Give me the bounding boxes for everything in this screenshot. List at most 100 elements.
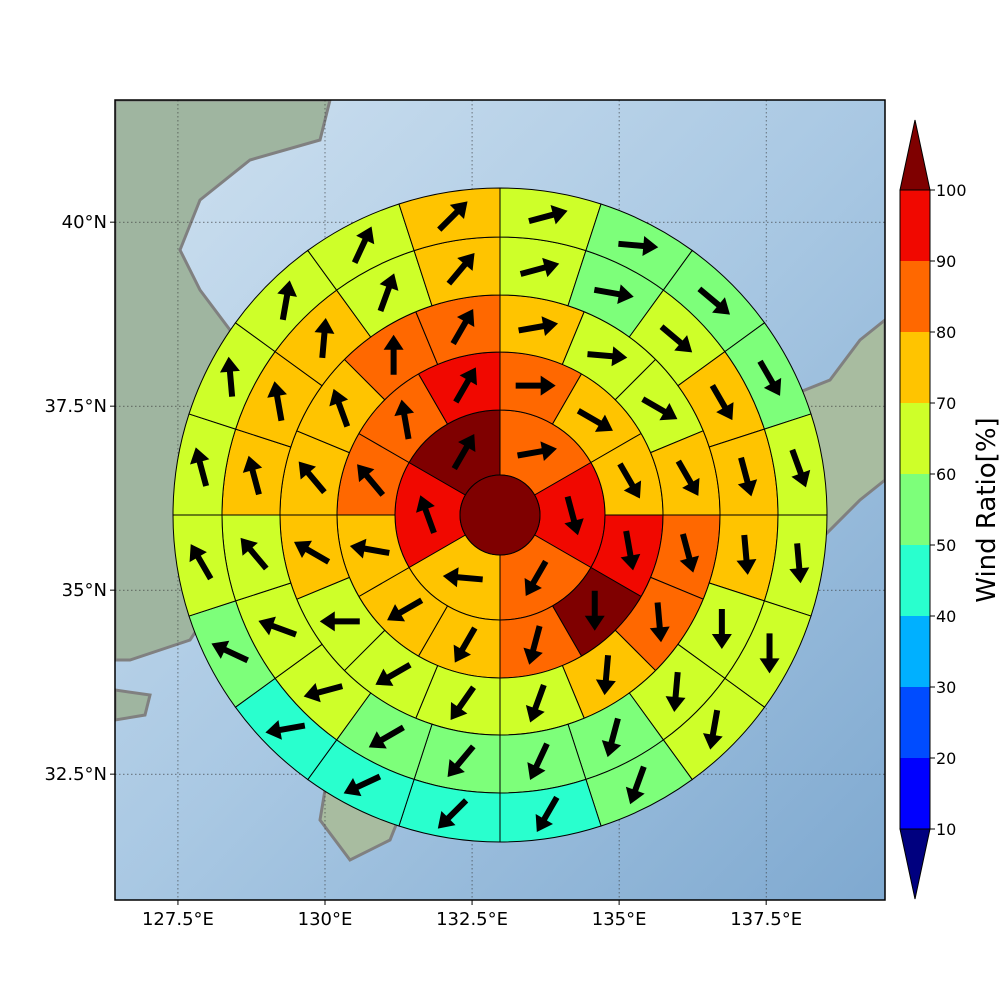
wind-arrow <box>258 616 298 638</box>
colorbar-tick-label: 40 <box>936 607 956 626</box>
x-tick-label: 130°E <box>298 909 353 930</box>
colorbar-tick-label: 80 <box>936 323 956 342</box>
wind-arrow <box>697 286 730 315</box>
colorbar-bin <box>900 687 930 758</box>
wind-arrow <box>620 530 641 571</box>
colorbar-bin <box>900 616 930 687</box>
colorbar-tick-label: 50 <box>936 536 956 555</box>
wind-arrow <box>524 559 549 596</box>
wind-arrow <box>625 765 647 805</box>
wind-arrow <box>442 567 483 588</box>
y-tick-label: 35°N <box>62 580 107 601</box>
wind-arrow <box>329 388 351 428</box>
y-tick-label: 37.5°N <box>44 396 107 417</box>
colorbar-bin <box>900 403 930 474</box>
wind-arrow <box>679 533 700 573</box>
wind-arrow <box>265 720 306 740</box>
wind-arrow <box>446 252 475 286</box>
x-tick-label: 137.5°E <box>730 909 802 930</box>
colorbar-bin <box>900 545 930 616</box>
wind-arrow <box>437 201 468 232</box>
wind-arrow <box>517 441 557 462</box>
wind-arrow <box>659 324 693 353</box>
wind-arrow <box>675 459 700 496</box>
wind-arrow <box>298 461 327 495</box>
colorbar-tick-label: 60 <box>936 465 956 484</box>
wind-arrow <box>349 538 390 559</box>
wind-arrow <box>277 280 297 321</box>
wind-arrow <box>242 455 263 496</box>
wind-arrow <box>618 236 659 256</box>
colorbar-bin <box>900 474 930 545</box>
y-tick-label: 32.5°N <box>44 764 107 785</box>
x-tick-label: 135°E <box>592 909 647 930</box>
colorbar-tick-label: 70 <box>936 394 956 413</box>
wind-arrow <box>267 381 287 422</box>
wind-arrow <box>319 611 360 632</box>
wind-arrow <box>375 662 412 686</box>
x-tick-label: 132.5°E <box>436 909 508 930</box>
wind-arrow <box>293 540 331 565</box>
colorbar-extend <box>899 828 931 900</box>
colorbar-tick-label: 30 <box>936 678 956 697</box>
colorbar: 10 20 30 40 50 60 70 80 90 100 Wind Ratio[%] <box>899 119 1000 900</box>
wind-arrow <box>737 456 758 497</box>
colorbar-label: Wind Ratio[%] <box>972 417 1000 602</box>
wind-arrow <box>450 308 475 346</box>
wind-arrow <box>519 257 560 278</box>
axes: 127.5°E 130°E 132.5°E 135°E 137.5°E 32.5°N 35°… <box>44 212 802 930</box>
wind-arrow <box>453 367 477 404</box>
colorbar-bin <box>900 261 930 332</box>
center-sector <box>459 474 541 556</box>
wind-arrow <box>649 602 670 643</box>
wind-arrow <box>703 709 723 750</box>
wind-arrow <box>665 671 686 712</box>
wind-arrow <box>535 795 560 832</box>
wind-arrow <box>453 626 478 663</box>
wind-arrow <box>564 495 584 536</box>
wind-arrow <box>190 447 210 487</box>
wind-arrow <box>759 633 780 674</box>
wind-arrow <box>587 346 628 367</box>
wind-arrow <box>736 534 757 575</box>
wind-arrow <box>601 717 622 758</box>
colorbar-bin <box>900 332 930 403</box>
wind-arrow <box>595 655 616 696</box>
colorbar-frame <box>899 189 931 830</box>
wind-arrow <box>303 682 344 703</box>
wind-arrow <box>789 448 811 488</box>
wind-arrow <box>584 590 605 631</box>
wind-arrow <box>450 685 476 721</box>
wind-arrow <box>394 399 415 440</box>
wind-arrow <box>351 226 375 264</box>
wind-arrow <box>416 495 437 534</box>
wind-arrow <box>383 334 404 375</box>
colorbar-bin <box>900 190 930 261</box>
wind-arrow <box>377 273 399 313</box>
colorbar-tick-label: 100 <box>936 181 967 200</box>
colorbar-tick-label: 10 <box>936 820 956 839</box>
wind-arrow <box>368 724 405 749</box>
wind-arrow <box>709 384 734 421</box>
wind-arrow <box>240 537 269 571</box>
wind-arrow <box>593 284 634 305</box>
x-tick-label: 127.5°E <box>142 909 214 930</box>
wind-arrow <box>447 744 476 778</box>
wind-arrow <box>451 434 476 471</box>
wind-arrow <box>527 742 550 780</box>
wind-arrow <box>617 462 642 499</box>
wind-arrow <box>314 318 335 359</box>
plot-frame <box>114 99 886 901</box>
wind-arrow <box>437 798 469 829</box>
colorbar-tick-label: 20 <box>936 749 956 768</box>
wind-arrow <box>189 544 214 581</box>
wind-arrow <box>641 396 678 421</box>
wind-arrow <box>789 543 810 584</box>
wind-arrow <box>525 683 547 723</box>
colorbar-bin <box>900 758 930 829</box>
sector-plot <box>172 187 828 843</box>
wind-arrow <box>518 316 559 336</box>
wind-arrow <box>219 356 240 397</box>
colorbar-tick-label: 90 <box>936 252 956 271</box>
